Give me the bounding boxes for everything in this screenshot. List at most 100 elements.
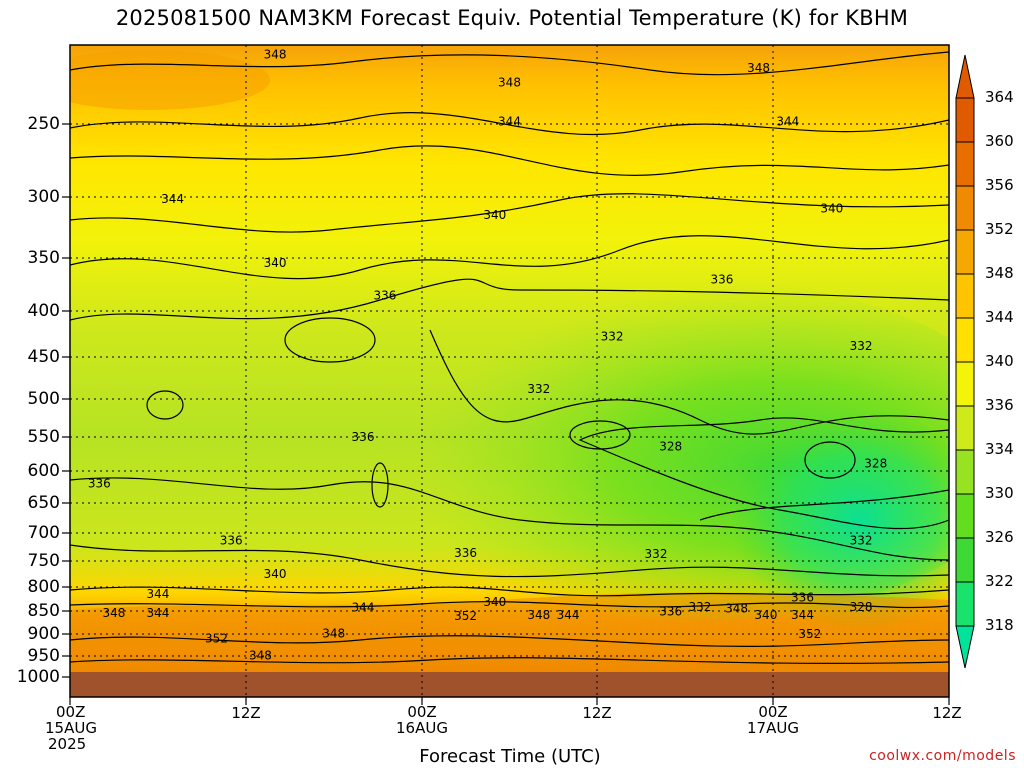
colorbar [955,54,975,669]
colorbar-tick-label: 360 [985,132,1014,150]
colorbar-tick-label: 340 [985,352,1014,370]
y-tick-label: 550 [27,427,60,447]
contour-lines [70,51,949,664]
y-tick-label: 950 [27,646,60,666]
contour-label: 348 [747,61,770,75]
contour-label: 348 [249,649,272,663]
source-credit: coolwx.com/models [869,748,1016,764]
x-axis-title: Forecast Time (UTC) [419,746,601,767]
contour-label: 336 [88,476,111,490]
contour-label: 340 [264,256,287,270]
y-tick-label: 750 [27,551,60,571]
contour-label: 348 [498,75,521,89]
contour-label: 336 [454,546,477,560]
y-tick-label: 400 [27,301,60,321]
plot-frame [69,44,950,698]
contour-label: 344 [146,587,169,601]
colorbar-tick-label: 330 [985,484,1014,502]
colorbar-min-triangle [955,625,975,669]
contour-label: 336 [220,533,243,547]
y-tick-label: 1000 [16,667,60,687]
colorbar-segment [955,229,975,275]
contour-label: 340 [754,608,777,622]
colorbar-tick-label: 322 [985,572,1014,590]
colorbar-tick-label: 336 [985,396,1014,414]
y-tick-label: 300 [27,187,60,207]
colorbar-segment [955,449,975,495]
x-tick-label: 12Z [932,704,962,722]
colorbar-segment [955,273,975,319]
contour-label: 340 [264,567,287,581]
grid-lines [70,45,949,697]
contour-label: 340 [820,201,843,215]
colorbar-tick-label: 326 [985,528,1014,546]
y-tick-label: 700 [27,523,60,543]
below-ground-mask [70,672,949,697]
y-tick-label: 900 [27,624,60,644]
contour-label: 344 [791,608,814,622]
colorbar-tick-label: 356 [985,176,1014,194]
contour-label: 344 [352,600,375,614]
y-tick-label: 350 [27,248,60,268]
theta-e-field [70,45,949,697]
contour-label: 348 [725,601,748,615]
axis-ticks [62,123,950,705]
contour-label: 328 [864,457,887,471]
contour-label: 344 [161,192,184,206]
colorbar-segment [955,317,975,363]
contour-label: 340 [483,208,506,222]
x-tick-label: 00Z 16AUG [396,703,448,737]
y-tick-label: 600 [27,461,60,481]
colorbar-segment [955,405,975,451]
contour-label: 332 [850,533,873,547]
x-tick-label: 00Z 17AUG [747,703,799,737]
y-tick-label: 850 [27,601,60,621]
colorbar-segment [955,493,975,539]
contour-label: 332 [645,547,668,561]
contour-label: 336 [352,430,375,444]
contour-label: 332 [601,330,624,344]
y-tick-label: 450 [27,347,60,367]
chart-title: 2025081500 NAM3KM Forecast Equiv. Potent… [115,6,909,30]
contour-label: 348 [264,48,287,62]
colorbar-tick-label: 334 [985,440,1014,458]
contour-label: 328 [850,600,873,614]
contour-label: 332 [527,382,550,396]
contour-label: 332 [850,339,873,353]
contour-label: 348 [102,606,125,620]
colorbar-tick-label: 348 [985,264,1014,282]
colorbar-tick-label: 344 [985,308,1014,326]
colorbar-max-triangle [955,54,975,99]
x-tick-label: 12Z [231,704,261,722]
contour-label: 336 [659,605,682,619]
colorbar-tick-label: 318 [985,616,1014,634]
x-tick-label: 12Z [582,704,612,722]
contour-label: 336 [374,288,397,302]
contour-label: 340 [483,595,506,609]
colorbar-segment [955,185,975,231]
contour-label: 328 [659,439,682,453]
contour-label: 344 [557,608,580,622]
contour-label: 344 [498,115,521,129]
colorbar-tick-label: 364 [985,88,1014,106]
y-tick-label: 800 [27,577,60,597]
colorbar-segment [955,361,975,407]
y-tick-label: 500 [27,389,60,409]
contour-label: 348 [527,608,550,622]
x-tick-label: 00Z 15AUG 2025 [45,703,97,753]
colorbar-segment [955,537,975,583]
contour-label: 352 [205,632,228,646]
contour-label: 332 [688,600,711,614]
contour-label: 336 [710,272,733,286]
colorbar-segment [955,141,975,187]
contour-label: 344 [776,115,799,129]
contour-label: 352 [798,627,821,641]
y-tick-label: 650 [27,493,60,513]
contour-label-layer: 348 348 348 344 344 344 340 340 340 336 336 332 332 3… [88,48,887,663]
contour-label: 352 [454,609,477,623]
y-tick-label: 250 [27,114,60,134]
colorbar-tick-label: 352 [985,220,1014,238]
contour-label: 344 [146,606,169,620]
colorbar-segment [955,97,975,143]
